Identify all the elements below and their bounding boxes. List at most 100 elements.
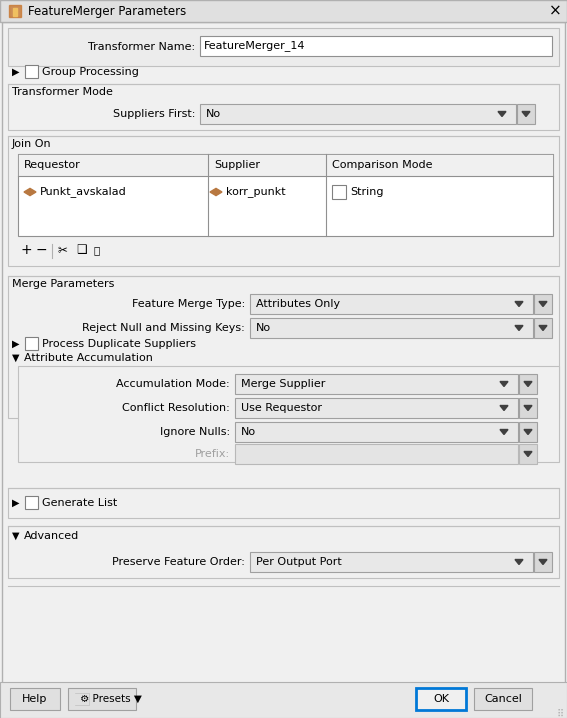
Bar bbox=[8, 84, 559, 130]
Polygon shape bbox=[524, 429, 532, 434]
Bar bbox=[8, 526, 559, 578]
Text: OK: OK bbox=[433, 694, 449, 704]
Bar bbox=[200, 36, 552, 56]
Bar bbox=[25, 496, 38, 509]
Bar bbox=[519, 374, 537, 394]
Polygon shape bbox=[498, 111, 506, 116]
Text: No: No bbox=[241, 427, 256, 437]
Text: ▼: ▼ bbox=[12, 353, 19, 363]
Bar bbox=[235, 422, 518, 442]
Text: +: + bbox=[20, 243, 32, 257]
Bar bbox=[0, 0, 567, 22]
Text: No: No bbox=[206, 109, 221, 119]
Text: Transformer Mode: Transformer Mode bbox=[12, 87, 113, 97]
Text: Ignore Nulls:: Ignore Nulls: bbox=[160, 427, 230, 437]
Bar bbox=[8, 488, 559, 518]
Bar bbox=[68, 688, 136, 710]
Polygon shape bbox=[524, 452, 532, 457]
Text: Merge Supplier: Merge Supplier bbox=[241, 379, 325, 389]
Bar bbox=[534, 552, 552, 572]
Text: Attributes Only: Attributes Only bbox=[256, 299, 340, 309]
Bar bbox=[8, 28, 559, 66]
Bar bbox=[250, 294, 533, 314]
Bar bbox=[0, 682, 567, 718]
Polygon shape bbox=[500, 381, 508, 386]
Text: ▼: ▼ bbox=[12, 531, 19, 541]
Text: Process Duplicate Suppliers: Process Duplicate Suppliers bbox=[42, 339, 196, 349]
Text: Requestor: Requestor bbox=[24, 160, 81, 170]
Text: Advanced: Advanced bbox=[24, 531, 79, 541]
Text: Group Processing: Group Processing bbox=[42, 67, 139, 77]
Text: Generate List: Generate List bbox=[42, 498, 117, 508]
Text: String: String bbox=[350, 187, 383, 197]
Text: FeatureMerger_14: FeatureMerger_14 bbox=[204, 40, 306, 52]
Text: Transformer Name:: Transformer Name: bbox=[88, 42, 195, 52]
Polygon shape bbox=[539, 559, 547, 564]
Bar bbox=[10, 688, 60, 710]
Polygon shape bbox=[522, 111, 530, 116]
Bar bbox=[18, 154, 553, 176]
Bar bbox=[25, 65, 38, 78]
Bar bbox=[235, 374, 518, 394]
Polygon shape bbox=[500, 429, 508, 434]
Text: Help: Help bbox=[22, 694, 48, 704]
Bar bbox=[8, 276, 559, 418]
Text: −: − bbox=[36, 243, 48, 257]
Text: ▶: ▶ bbox=[12, 498, 19, 508]
Text: Prefix:: Prefix: bbox=[195, 449, 230, 459]
Bar bbox=[534, 318, 552, 338]
Text: Suppliers First:: Suppliers First: bbox=[113, 109, 195, 119]
Text: Join On: Join On bbox=[12, 139, 52, 149]
Polygon shape bbox=[524, 381, 532, 386]
Bar bbox=[250, 552, 533, 572]
Text: 🗋: 🗋 bbox=[94, 245, 100, 255]
Polygon shape bbox=[210, 188, 222, 195]
Text: ⠿: ⠿ bbox=[556, 709, 564, 718]
Text: Per Output Port: Per Output Port bbox=[256, 557, 342, 567]
Bar bbox=[18, 366, 559, 462]
Bar bbox=[250, 318, 533, 338]
Text: ❑: ❑ bbox=[76, 243, 87, 256]
Bar bbox=[235, 398, 518, 418]
Text: Use Requestor: Use Requestor bbox=[241, 403, 322, 413]
Text: korr_punkt: korr_punkt bbox=[226, 187, 286, 197]
Text: Feature Merge Type:: Feature Merge Type: bbox=[132, 299, 245, 309]
Polygon shape bbox=[515, 302, 523, 307]
Polygon shape bbox=[515, 559, 523, 564]
Bar bbox=[517, 104, 535, 124]
Polygon shape bbox=[13, 8, 17, 16]
Bar bbox=[474, 688, 532, 710]
Text: Punkt_avskalad: Punkt_avskalad bbox=[40, 187, 127, 197]
Bar bbox=[25, 337, 38, 350]
Bar bbox=[18, 154, 553, 236]
Polygon shape bbox=[9, 5, 21, 17]
Polygon shape bbox=[539, 302, 547, 307]
Bar bbox=[332, 185, 346, 199]
Polygon shape bbox=[515, 325, 523, 330]
Text: ×: × bbox=[549, 4, 561, 19]
Text: Cancel: Cancel bbox=[484, 694, 522, 704]
Polygon shape bbox=[24, 188, 36, 195]
Text: ▶: ▶ bbox=[12, 339, 19, 349]
Text: Accumulation Mode:: Accumulation Mode: bbox=[116, 379, 230, 389]
Text: No: No bbox=[256, 323, 271, 333]
Text: Conflict Resolution:: Conflict Resolution: bbox=[122, 403, 230, 413]
Bar bbox=[534, 294, 552, 314]
Text: Supplier: Supplier bbox=[214, 160, 260, 170]
Text: ⚙ Presets ▼: ⚙ Presets ▼ bbox=[80, 694, 142, 704]
Text: Comparison Mode: Comparison Mode bbox=[332, 160, 433, 170]
Bar bbox=[235, 444, 518, 464]
Polygon shape bbox=[500, 406, 508, 411]
Bar bbox=[8, 136, 559, 266]
Text: Attribute Accumulation: Attribute Accumulation bbox=[24, 353, 153, 363]
Text: ✂: ✂ bbox=[58, 243, 68, 256]
Bar bbox=[416, 688, 466, 710]
Bar bbox=[519, 444, 537, 464]
Text: Merge Parameters: Merge Parameters bbox=[12, 279, 115, 289]
Bar bbox=[519, 398, 537, 418]
Text: ▶: ▶ bbox=[12, 67, 19, 77]
Text: Preserve Feature Order:: Preserve Feature Order: bbox=[112, 557, 245, 567]
Bar bbox=[200, 104, 516, 124]
Text: FeatureMerger Parameters: FeatureMerger Parameters bbox=[28, 4, 186, 17]
Bar bbox=[8, 3, 24, 19]
